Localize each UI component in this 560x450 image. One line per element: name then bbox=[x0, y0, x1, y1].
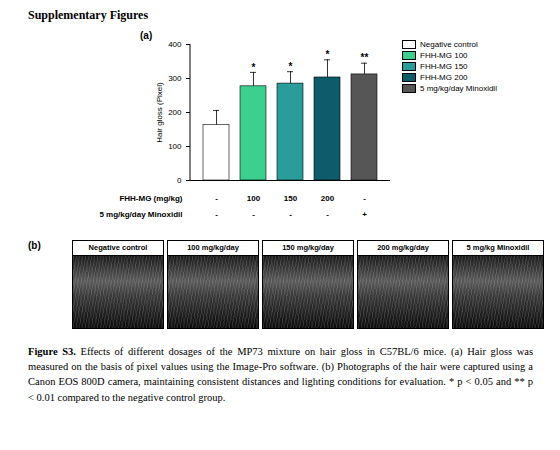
svg-text:5 mg/kg/day Minoxidil: 5 mg/kg/day Minoxidil bbox=[99, 210, 182, 219]
html-text:150 mg/kg/day: 150 mg/kg/day bbox=[282, 243, 334, 252]
html-text:FHH-MG 100: FHH-MG 100 bbox=[420, 51, 468, 60]
html-text:Negative control: Negative control bbox=[420, 40, 478, 49]
svg-text:-: - bbox=[289, 210, 292, 219]
html-text:100 mg/kg/day: 100 mg/kg/day bbox=[187, 243, 239, 252]
svg-text:0: 0 bbox=[177, 176, 182, 185]
svg-text:100: 100 bbox=[168, 142, 182, 151]
html-text:Negative control: Negative control bbox=[88, 243, 148, 252]
html-text:Figure S3. Effects of differen: Figure S3. Effects of different dosages … bbox=[28, 346, 533, 403]
svg-text:*: * bbox=[252, 62, 256, 73]
svg-text:200: 200 bbox=[321, 194, 335, 203]
svg-text:300: 300 bbox=[168, 74, 182, 83]
svg-text:-: - bbox=[215, 194, 218, 203]
html-text:5 mg/kg Minoxidil: 5 mg/kg Minoxidil bbox=[466, 243, 530, 252]
svg-text:Hair gloss (Pixel): Hair gloss (Pixel) bbox=[155, 82, 164, 143]
svg-text:FHH-MG (mg/kg): FHH-MG (mg/kg) bbox=[119, 194, 182, 203]
html-text:200 mg/kg/day: 200 mg/kg/day bbox=[377, 243, 429, 252]
svg-text:100: 100 bbox=[247, 194, 261, 203]
svg-text:-: - bbox=[215, 210, 218, 219]
svg-text:-: - bbox=[326, 210, 329, 219]
svg-text:*: * bbox=[326, 49, 330, 60]
html-text:Supplementary Figures: Supplementary Figures bbox=[28, 8, 149, 22]
svg-text:-: - bbox=[363, 194, 366, 203]
svg-text:150: 150 bbox=[284, 194, 298, 203]
svg-text:-: - bbox=[252, 210, 255, 219]
html-text:FHH-MG 150: FHH-MG 150 bbox=[420, 62, 468, 71]
html-text:(a): (a) bbox=[140, 30, 153, 41]
html-text:FHH-MG 200: FHH-MG 200 bbox=[420, 73, 468, 82]
svg-text:200: 200 bbox=[168, 108, 182, 117]
svg-text:*: * bbox=[289, 61, 293, 72]
svg-text:400: 400 bbox=[168, 40, 182, 49]
svg-text:+: + bbox=[362, 210, 367, 219]
svg-text:**: ** bbox=[361, 52, 369, 63]
html-text:(b): (b) bbox=[28, 240, 41, 251]
html-text:5 mg/kg/day Minoxidil: 5 mg/kg/day Minoxidil bbox=[420, 84, 497, 93]
